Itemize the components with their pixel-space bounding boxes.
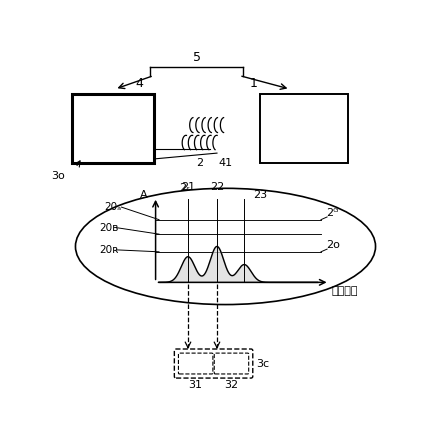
Text: 23: 23 [253,190,267,200]
Text: 31: 31 [189,380,203,390]
Text: 射频频率: 射频频率 [331,286,358,297]
Text: 1: 1 [249,77,257,90]
FancyBboxPatch shape [214,353,249,374]
Text: 2ᴳ: 2ᴳ [326,208,339,218]
Text: A: A [139,190,147,200]
Text: 20ʀ: 20ʀ [99,245,119,255]
Text: S₁₀: S₁₀ [189,359,202,368]
Text: 5: 5 [193,51,201,64]
FancyBboxPatch shape [174,349,253,378]
Text: 20ₐ: 20ₐ [104,202,121,212]
Text: 20ʙ: 20ʙ [99,222,119,233]
Text: β₁₁: β₁₁ [225,359,238,368]
Text: 32: 32 [224,380,238,390]
Text: 3ᴏ: 3ᴏ [51,171,65,181]
Text: 3ᴄ: 3ᴄ [256,359,269,369]
Text: 2ᴏ: 2ᴏ [326,240,340,250]
Text: 4: 4 [136,77,144,90]
Text: 21: 21 [181,182,195,192]
Text: 22: 22 [210,182,224,192]
FancyBboxPatch shape [179,353,213,374]
Bar [260,94,348,163]
Text: 2ₛ: 2ₛ [179,183,190,194]
Ellipse shape [76,188,376,305]
Text: 2: 2 [196,158,203,168]
Text: 41: 41 [218,158,233,168]
Bar [72,94,154,163]
